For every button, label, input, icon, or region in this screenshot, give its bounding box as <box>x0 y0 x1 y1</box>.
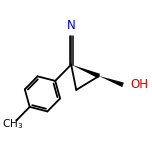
Text: N: N <box>67 19 76 33</box>
Polygon shape <box>99 76 124 87</box>
Text: OH: OH <box>130 78 148 91</box>
Text: CH$_3$: CH$_3$ <box>2 117 23 131</box>
Polygon shape <box>71 65 100 78</box>
